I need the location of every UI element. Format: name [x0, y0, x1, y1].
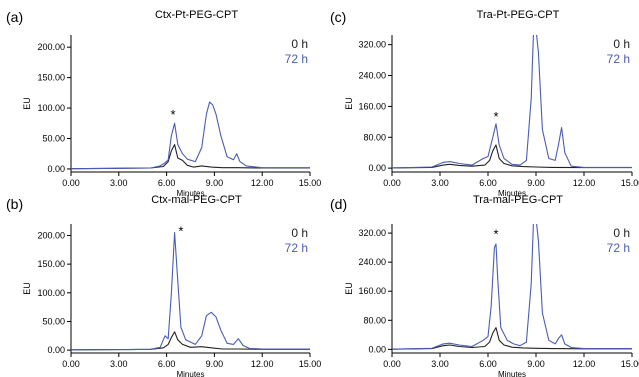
chart-title: Ctx-Pt-PEG-CPT	[155, 9, 238, 21]
panel-label: (d)	[330, 196, 347, 212]
x-tick-label: 3.00	[110, 359, 128, 369]
series-lines	[392, 35, 632, 169]
y-tick-label: 200.00	[37, 42, 65, 52]
y-tick-label: 150.00	[37, 259, 65, 269]
series-line-0h	[392, 327, 632, 350]
y-tick-label: 50.00	[42, 134, 65, 144]
y-axis-label: EU	[22, 97, 32, 110]
series-line-72h	[71, 101, 310, 170]
peak-annotation: *	[493, 109, 498, 124]
y-tick-label: 80.00	[363, 315, 386, 325]
x-axis-label: Minutes	[498, 189, 526, 198]
y-tick-label: 240.00	[358, 257, 386, 267]
x-axis-label: Minutes	[498, 370, 526, 377]
chart-panel-4: 0.00 3.00 6.00 9.00 12.00 15.00 0.00 80.00 160.0…	[330, 194, 639, 377]
y-tick-label: 320.00	[358, 40, 386, 50]
series-lines	[392, 224, 632, 350]
x-tick-label: 0.00	[62, 178, 80, 188]
x-tick-label: 6.00	[158, 359, 176, 369]
legend-entry: 72 h	[285, 241, 308, 255]
peak-annotation: *	[493, 227, 498, 242]
y-axis-label: EU	[22, 282, 32, 295]
chart-title: Tra-Pt-PEG-CPT	[477, 9, 560, 21]
x-tick-label: 15.00	[621, 359, 639, 369]
series-line-0h	[71, 144, 310, 170]
legend-entry: 0 h	[291, 37, 308, 51]
y-axis-label: EU	[344, 282, 354, 295]
y-tick-label: 320.00	[358, 228, 386, 238]
x-tick-label: 9.00	[527, 359, 545, 369]
series-line-72h	[392, 224, 632, 350]
panel-label: (b)	[6, 196, 23, 212]
x-tick-label: 3.00	[110, 178, 128, 188]
peak-annotation: *	[170, 107, 175, 122]
legend-entry: 0 h	[613, 226, 630, 240]
x-tick-label: 15.00	[299, 178, 322, 188]
chart-panel-1: 0.00 3.00 6.00 9.00 12.00 15.00 0.00 50.00 100.0…	[6, 9, 321, 198]
legend-entry: 72 h	[607, 241, 630, 255]
series-lines	[71, 232, 310, 351]
x-tick-label: 12.00	[251, 178, 274, 188]
x-tick-label: 6.00	[479, 359, 497, 369]
y-tick-label: 100.00	[37, 103, 65, 113]
x-tick-label: 9.00	[206, 178, 224, 188]
x-tick-label: 6.00	[158, 178, 176, 188]
chart-panel-3: 0.00 3.00 6.00 9.00 12.00 15.00 0.00 80.00 160.0…	[330, 9, 639, 198]
series-line-0h	[71, 331, 310, 351]
x-axis-label: Minutes	[176, 189, 204, 198]
y-tick-label: 160.00	[358, 101, 386, 111]
y-tick-label: 0.00	[47, 345, 65, 355]
legend-entry: 72 h	[607, 52, 630, 66]
y-tick-label: 50.00	[42, 316, 65, 326]
y-tick-label: 100.00	[37, 288, 65, 298]
series-line-72h	[392, 35, 632, 169]
x-tick-label: 0.00	[383, 178, 401, 188]
y-tick-label: 150.00	[37, 73, 65, 83]
legend-entry: 72 h	[285, 52, 308, 66]
y-tick-label: 80.00	[363, 132, 386, 142]
legend-entry: 0 h	[613, 37, 630, 51]
series-line-0h	[392, 144, 632, 169]
x-tick-label: 15.00	[621, 178, 639, 188]
x-tick-label: 3.00	[431, 359, 449, 369]
x-tick-label: 0.00	[62, 359, 80, 369]
x-tick-label: 9.00	[527, 178, 545, 188]
series-lines	[71, 101, 310, 170]
x-tick-label: 12.00	[573, 359, 596, 369]
y-tick-label: 240.00	[358, 71, 386, 81]
x-tick-label: 0.00	[383, 359, 401, 369]
x-tick-label: 3.00	[431, 178, 449, 188]
legend-entry: 0 h	[291, 226, 308, 240]
x-axis-label: Minutes	[176, 370, 204, 377]
y-tick-label: 160.00	[358, 286, 386, 296]
x-tick-label: 15.00	[299, 359, 322, 369]
x-tick-label: 12.00	[573, 178, 596, 188]
y-tick-label: 0.00	[368, 344, 386, 354]
peak-annotation: *	[178, 223, 183, 238]
series-line-72h	[71, 232, 310, 351]
y-tick-label: 0.00	[47, 164, 65, 174]
y-tick-label: 200.00	[37, 230, 65, 240]
chart-title: Tra-mal-PEG-CPT	[473, 194, 563, 206]
panel-label: (c)	[330, 9, 346, 25]
x-tick-label: 9.00	[206, 359, 224, 369]
chart-panel-2: 0.00 3.00 6.00 9.00 12.00 15.00 0.00 50.00 100.0…	[6, 194, 321, 377]
y-tick-label: 0.00	[368, 163, 386, 173]
x-tick-label: 6.00	[479, 178, 497, 188]
panel-label: (a)	[6, 9, 23, 25]
x-tick-label: 12.00	[251, 359, 274, 369]
y-axis-label: EU	[344, 97, 354, 110]
chart-title: Ctx-mal-PEG-CPT	[151, 194, 242, 206]
